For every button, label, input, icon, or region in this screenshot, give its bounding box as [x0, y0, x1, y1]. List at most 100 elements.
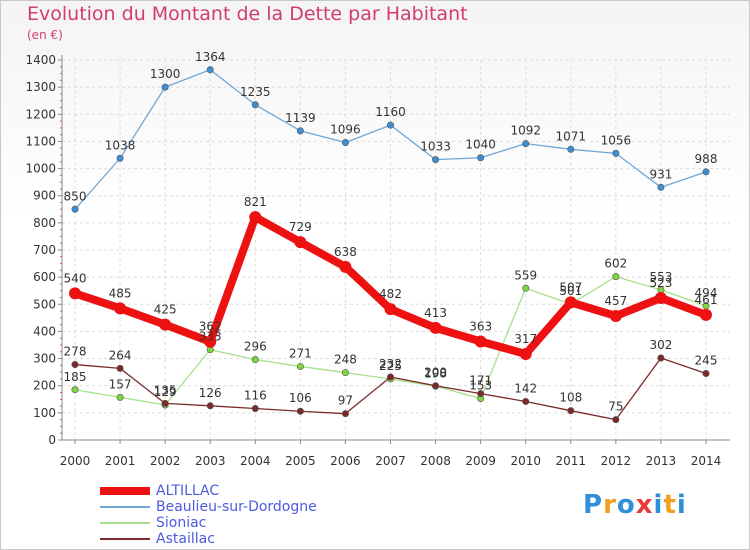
data-label: 931	[649, 167, 672, 181]
x-tick-label: 2012	[601, 454, 632, 468]
legend-label: ALTILLAC	[156, 483, 220, 499]
logo-letter: t	[663, 490, 677, 520]
x-tick-label: 2003	[195, 454, 226, 468]
data-point	[71, 386, 79, 394]
data-point	[564, 296, 577, 309]
data-label: 198	[424, 366, 447, 380]
y-tick-label: 500	[33, 297, 56, 311]
data-point	[612, 416, 620, 424]
data-label: 988	[695, 152, 718, 166]
data-point	[204, 335, 217, 348]
data-label: 75	[608, 400, 623, 414]
x-tick-label: 2009	[465, 454, 496, 468]
data-label: 1033	[420, 140, 451, 154]
data-label: 200	[424, 366, 447, 380]
data-point	[567, 145, 575, 153]
data-label: 1139	[285, 111, 316, 125]
data-point	[341, 410, 349, 418]
data-point	[206, 402, 214, 410]
logo-letter: o	[616, 490, 636, 520]
data-point	[251, 405, 259, 413]
data-point	[116, 393, 124, 401]
data-label: 1040	[465, 138, 496, 152]
logo-letter: x	[635, 490, 654, 520]
data-label: 129	[154, 385, 177, 399]
data-point	[341, 139, 349, 147]
legend-swatch	[100, 538, 150, 540]
x-tick-label: 2005	[285, 454, 316, 468]
data-point	[386, 373, 394, 381]
data-point	[69, 287, 81, 300]
data-label: 333	[199, 330, 222, 344]
data-point	[702, 369, 710, 377]
legend-item: ALTILLAC	[100, 483, 360, 500]
x-tick-label: 2010	[510, 454, 541, 468]
y-tick-label: 1300	[25, 80, 56, 94]
logo-letter: r	[603, 490, 617, 520]
legend-label: Sioniac	[156, 515, 207, 531]
data-label: 126	[199, 386, 222, 400]
data-label: 248	[334, 353, 357, 367]
x-tick-label: 2004	[240, 454, 271, 468]
data-point	[296, 127, 304, 135]
data-point	[654, 292, 667, 305]
legend-label: Astaillac	[156, 531, 215, 547]
data-label: 540	[64, 271, 87, 285]
data-label: 1056	[601, 133, 632, 147]
legend-swatch	[100, 522, 150, 524]
data-point	[71, 205, 79, 213]
data-point	[432, 382, 440, 390]
data-point	[609, 309, 622, 322]
data-label: 97	[338, 394, 353, 408]
data-label: 135	[154, 383, 177, 397]
data-label: 1092	[510, 124, 541, 138]
data-label: 245	[695, 354, 718, 368]
y-tick-label: 1200	[25, 107, 56, 121]
data-label: 602	[604, 257, 627, 271]
data-label: 106	[289, 391, 312, 405]
data-label: 553	[649, 270, 672, 284]
data-label: 485	[109, 286, 132, 300]
data-label: 1071	[556, 129, 587, 143]
data-label: 461	[695, 293, 718, 307]
data-label: 559	[514, 268, 537, 282]
y-tick-label: 600	[33, 270, 56, 284]
data-point	[341, 369, 349, 377]
data-point	[657, 183, 665, 191]
data-label: 153	[469, 378, 492, 392]
chart-subtitle: (en €)	[27, 28, 63, 42]
legend-swatch	[100, 487, 150, 495]
legend-item: Beaulieu-sur-Dordogne	[100, 499, 360, 516]
x-tick-label: 2011	[556, 454, 587, 468]
data-label: 457	[604, 294, 627, 308]
data-label: 185	[64, 370, 87, 384]
data-point	[206, 66, 214, 74]
proxiti-logo: Proxiti	[583, 490, 687, 520]
data-point	[612, 273, 620, 281]
data-label: 302	[649, 338, 672, 352]
x-tick-label: 2006	[330, 454, 361, 468]
data-point	[700, 308, 712, 321]
data-point	[477, 154, 485, 162]
x-tick-label: 2007	[375, 454, 406, 468]
data-label: 142	[514, 381, 537, 395]
data-label: 271	[289, 346, 312, 360]
data-label: 363	[469, 319, 492, 333]
data-label: 1300	[150, 67, 181, 81]
x-tick-label: 2013	[646, 454, 677, 468]
data-label: 157	[109, 377, 132, 391]
data-point	[296, 407, 304, 415]
data-label: 171	[469, 374, 492, 388]
y-tick-label: 1000	[25, 162, 56, 176]
data-point	[612, 149, 620, 157]
data-label: 1364	[195, 50, 226, 64]
y-tick-label: 400	[33, 324, 56, 338]
chart-title: Evolution du Montant de la Dette par Hab…	[27, 3, 468, 25]
data-label: 523	[649, 276, 672, 290]
data-label: 116	[244, 389, 267, 403]
x-tick-label: 2014	[691, 454, 722, 468]
legend-item: Sioniac	[100, 515, 360, 532]
data-label: 1160	[375, 105, 406, 119]
data-label: 413	[424, 306, 447, 320]
data-label: 482	[379, 287, 402, 301]
